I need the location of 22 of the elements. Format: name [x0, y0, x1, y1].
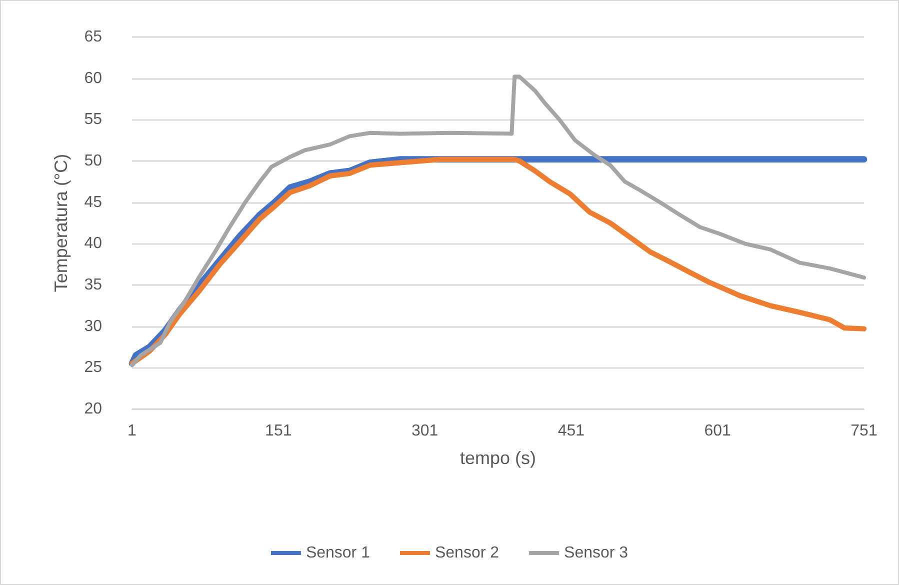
x-tick-label: 451: [558, 422, 585, 440]
y-tick-label: 60: [84, 70, 102, 87]
y-tick-label: 55: [84, 111, 102, 128]
x-tick-label: 601: [704, 422, 732, 440]
y-tick-label: 45: [84, 194, 102, 211]
y-axis-title: Temperatura (°C): [51, 154, 71, 292]
y-tick-label: 30: [84, 318, 102, 335]
x-axis-title: tempo (s): [460, 448, 536, 468]
line-series: [130, 74, 866, 368]
y-tick-label: 40: [84, 235, 102, 252]
x-tick-label: 1: [128, 422, 137, 440]
x-tick-label: 151: [265, 422, 292, 440]
y-tick-label: 35: [84, 276, 102, 294]
legend-label: Sensor 1: [306, 544, 370, 562]
y-tick-label: 20: [84, 400, 102, 418]
legend-label: Sensor 2: [434, 544, 500, 562]
y-tick-label: 25: [84, 359, 102, 376]
y-tick-label: 65: [84, 28, 102, 46]
y-tick-label: 50: [84, 152, 102, 170]
legend-label: Sensor 3: [564, 544, 628, 562]
x-tick-label: 751: [850, 422, 878, 440]
x-tick-label: 301: [411, 422, 438, 440]
